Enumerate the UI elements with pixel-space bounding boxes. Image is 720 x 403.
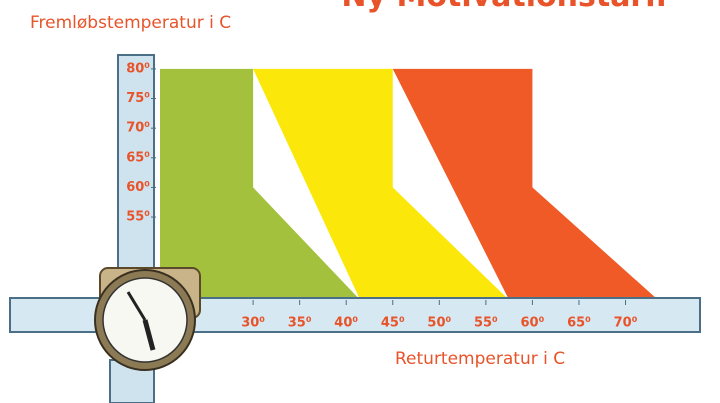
x-tick-label: 65⁰: [567, 316, 591, 331]
x-tick-label: 45⁰: [381, 316, 405, 331]
x-tick-label: 35⁰: [288, 316, 312, 331]
x-axis-label: Returtemperatur i C: [395, 349, 565, 369]
x-tick-label: 70⁰: [614, 316, 638, 331]
page: {"chart_data": {"type": "zones", "title"…: [0, 0, 720, 403]
x-tick-label: 50⁰: [427, 316, 451, 331]
x-tick-label: 40⁰: [334, 316, 358, 331]
y-tick-label: 80⁰: [126, 61, 150, 76]
x-tick-label: 60⁰: [521, 316, 545, 331]
y-tick-label: 60⁰: [126, 180, 150, 195]
y-tick-label: 70⁰: [126, 121, 150, 136]
y-tick-label: 75⁰: [126, 91, 150, 106]
x-tick-label: 55⁰: [474, 316, 498, 331]
y-tick-label: 55⁰: [126, 210, 150, 225]
title: Ny Motivationstarif: [341, 0, 669, 14]
zones: [160, 69, 658, 300]
chart: Ny Motivationstarif Fremløbstemperatur i…: [0, 0, 720, 403]
x-tick-label: 30⁰: [241, 316, 265, 331]
y-axis-label: Fremløbstemperatur i C: [30, 13, 231, 33]
y-tick-label: 65⁰: [126, 150, 150, 165]
